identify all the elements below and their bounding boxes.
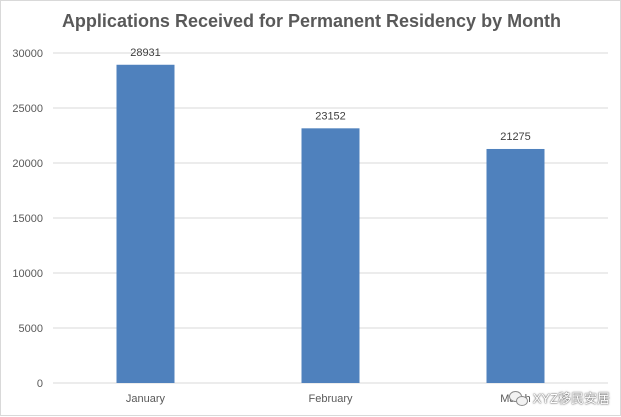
y-tick-label: 30000	[12, 48, 43, 60]
y-tick-label: 5000	[19, 323, 43, 335]
y-tick-label: 15000	[12, 213, 43, 225]
data-label: 21275	[500, 131, 531, 143]
data-label: 23152	[315, 110, 346, 122]
bar	[301, 128, 360, 383]
watermark: XYZ移民安居	[508, 388, 610, 407]
y-tick-label: 25000	[12, 103, 43, 115]
bar	[486, 148, 545, 383]
data-label: 28931	[130, 47, 161, 59]
y-tick-labels: 0 5000 10000 15000 20000 25000 30000	[12, 48, 43, 390]
watermark-text: XYZ移民安居	[532, 391, 610, 406]
x-tick-label: February	[308, 393, 353, 405]
data-labels: 28931 23152 21275	[130, 47, 531, 143]
bars	[116, 64, 545, 383]
y-tick-label: 10000	[12, 268, 43, 280]
bar	[116, 64, 175, 383]
wechat-icon	[508, 390, 528, 406]
chart-title: Applications Received for Permanent Resi…	[61, 11, 562, 31]
x-tick-labels: January February March	[126, 393, 531, 405]
y-tick-label: 20000	[12, 158, 43, 170]
x-tick-label: January	[126, 393, 166, 405]
y-tick-label: 0	[37, 378, 43, 390]
